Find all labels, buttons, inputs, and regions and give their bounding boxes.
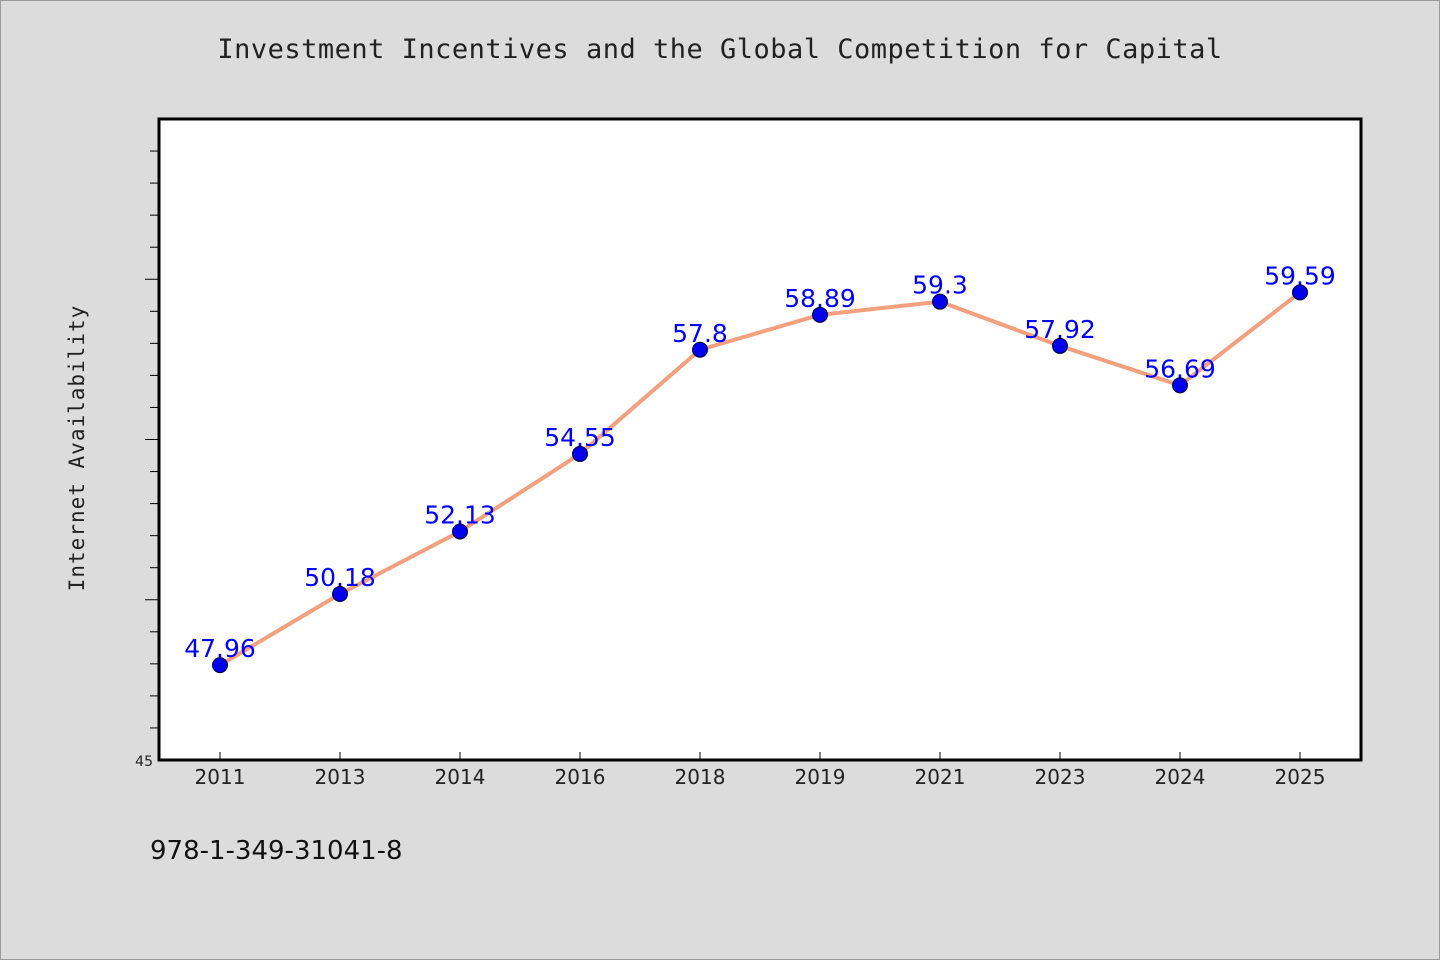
x-tick-label: 2025 <box>1275 765 1326 789</box>
data-point-marker <box>932 293 948 310</box>
data-label: 58.89 <box>784 284 856 313</box>
data-label: 57.8 <box>672 319 728 348</box>
x-tick-label: 2021 <box>915 765 966 789</box>
x-tick-label: 2023 <box>1035 765 1086 789</box>
chart-title: Investment Incentives and the Global Com… <box>217 34 1223 65</box>
plot-area <box>157 117 1363 762</box>
data-label: 59.3 <box>912 271 968 300</box>
x-tick-label: 2013 <box>315 765 366 789</box>
data-point-marker <box>1172 377 1188 394</box>
data-point-marker <box>692 341 708 358</box>
x-axis-ticks: 2011 2013 2014 2016 2018 2019 2021 2023 2024 2025 <box>195 752 1326 789</box>
data-label: 54.55 <box>544 423 616 452</box>
x-tick-label: 2014 <box>435 765 486 789</box>
x-tick-label: 2011 <box>195 765 246 789</box>
y-tick-label: 45 <box>135 754 153 770</box>
data-point-marker <box>812 306 828 323</box>
x-tick-label: 2016 <box>555 765 606 789</box>
x-tick-label: 2024 <box>1155 765 1206 789</box>
data-label: 50.18 <box>304 563 376 592</box>
series-layer: 47.96 50.18 52.13 54.55 57.8 58.89 59.3 57.92 56… <box>184 261 1336 674</box>
data-label: 47.96 <box>184 634 256 663</box>
data-point-marker <box>1052 337 1068 354</box>
footer-isbn-text: 978-1-349-31041-8 <box>150 836 403 866</box>
x-tick-label: 2018 <box>675 765 726 789</box>
y-axis-ticks: 45 <box>135 150 159 770</box>
data-label: 52.13 <box>424 500 496 529</box>
data-point-marker <box>332 585 348 602</box>
data-label: 59.59 <box>1264 261 1336 290</box>
data-label: 56.69 <box>1144 354 1216 383</box>
data-point-marker <box>452 523 468 540</box>
data-point-marker <box>1292 284 1308 301</box>
series-line <box>218 290 1302 668</box>
data-point-marker <box>572 445 588 462</box>
x-tick-label: 2019 <box>795 765 846 789</box>
data-point-marker <box>212 657 228 674</box>
data-label: 57.92 <box>1024 315 1096 344</box>
